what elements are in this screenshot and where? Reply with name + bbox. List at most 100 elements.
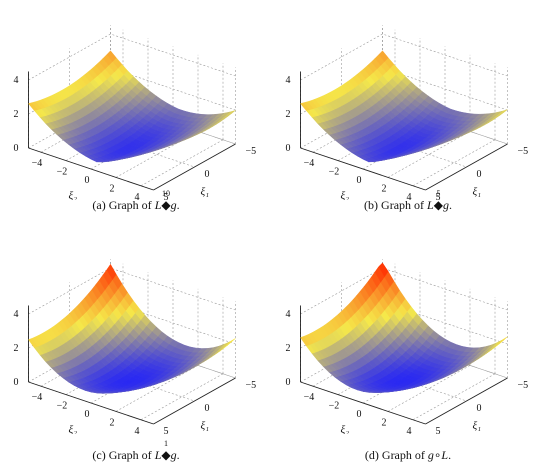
x-tick-label: 4 [135,192,140,200]
x-axis-label: ξ₂ [69,190,78,200]
surface [28,263,236,394]
caption-suffix: . [176,198,180,212]
caption-superscript: 5 [436,189,441,198]
caption-d: (d) Graph of g∘L. [272,448,544,463]
y-tick-label: −5 [518,380,529,391]
x-tick-label: 4 [407,192,412,200]
x-tick-label: −2 [57,401,68,412]
caption-prefix: (c) Graph of [92,448,155,462]
z-tick-label: 4 [286,75,291,86]
x-tick-label: 4 [407,426,412,434]
z-tick-label: 4 [14,309,19,320]
plot-area: 0 2 4 −4 −2 0 2 4 5 0 −5 ξ₂ ξ₁ [286,25,529,200]
x-tick-label: 4 [135,426,140,434]
surface [300,262,508,393]
caption-b: (b) Graph of L◆ 5 g. [272,189,544,213]
caption-suffix: . [448,448,452,462]
caption-right: g [442,198,449,212]
caption-superscript: 1 [163,439,168,448]
caption-prefix: (a) Graph of [92,198,155,212]
caption-prefix: (b) Graph of [364,198,428,212]
plot-area: 0 2 4 −4 −2 0 2 4 5 0 −5 ξ₂ ξ₁ [14,259,257,434]
caption-left: g [427,448,434,462]
x-tick-label: 2 [382,183,387,194]
x-tick-label: −2 [329,401,340,412]
caption-suffix: . [448,198,452,212]
x-tick-label: −4 [32,158,43,169]
caption-left: L [154,198,162,212]
z-tick-label: 4 [14,75,19,86]
caption-operator: ◆ 5 [433,189,443,212]
z-tick-label: 2 [14,109,19,120]
x-tick-label: −4 [304,392,315,403]
x-tick-label: 0 [357,409,362,420]
plot-area: 0 2 4 −4 −2 0 2 4 5 0 −5 ξ₂ ξ₁ [286,259,529,434]
x-tick-label: 0 [357,175,362,186]
plot-a: 0 2 4 −4 −2 0 2 4 5 0 −5 ξ₂ ξ₁ [14,25,257,200]
plot-d: 0 2 4 −4 −2 0 2 4 5 0 −5 ξ₂ ξ₁ [286,259,529,434]
z-tick-label: 2 [286,343,291,354]
x-tick-label: 0 [85,409,90,420]
plot-b: 0 2 4 −4 −2 0 2 4 5 0 −5 ξ₂ ξ₁ [286,25,529,200]
x-tick-label: −2 [329,167,340,178]
z-tick-label: 2 [14,343,19,354]
tick-labels: 0 2 4 −4 −2 0 2 4 5 0 −5 ξ₂ ξ₁ [14,75,257,200]
axis-lines [28,71,236,191]
z-tick-label: 2 [286,109,291,120]
y-tick-label: 5 [436,192,441,200]
caption-right: L [441,448,449,462]
x-axis-label: ξ₂ [341,190,350,200]
z-tick-label: 0 [14,143,19,154]
z-tick-label: 4 [286,309,291,320]
y-axis-label: ξ₁ [201,420,210,432]
panel-a: 0 2 4 −4 −2 0 2 4 5 0 −5 ξ₂ ξ₁ (a) Graph of L◆ 10 g. [0,0,272,234]
x-tick-label: 2 [110,417,115,428]
caption-left: L [427,198,434,212]
x-axis-label: ξ₂ [341,424,350,434]
y-axis-label: ξ₁ [473,186,482,198]
caption-operator: ∘ [433,448,442,462]
y-tick-label: 5 [164,192,169,200]
z-tick-label: 0 [14,377,19,388]
axis-lines [28,305,236,425]
panel-b: 0 2 4 −4 −2 0 2 4 5 0 −5 ξ₂ ξ₁ (b) Graph of L◆ 5 g. [272,0,544,234]
y-axis-label: ξ₁ [201,186,210,198]
x-tick-label: 2 [110,183,115,194]
x-tick-label: −4 [32,392,43,403]
axis-lines [300,71,508,191]
y-tick-label: −5 [246,146,257,157]
z-tick-label: 0 [286,377,291,388]
y-tick-label: 5 [164,426,169,434]
x-tick-label: 2 [382,417,387,428]
y-axis-label: ξ₁ [473,420,482,432]
caption-left: L [154,448,162,462]
caption-operator: ◆ 10 [161,189,171,212]
caption-prefix: (d) Graph of [364,448,428,462]
caption-right: g [170,198,177,212]
x-tick-label: −2 [57,167,68,178]
y-tick-label: 0 [205,403,210,414]
caption-right: g [170,448,177,462]
x-tick-label: 0 [85,175,90,186]
y-tick-label: −5 [246,380,257,391]
caption-a: (a) Graph of L◆ 10 g. [0,189,272,213]
surface [28,50,236,163]
caption-superscript: 10 [161,189,170,198]
plot-c: 0 2 4 −4 −2 0 2 4 5 0 −5 ξ₂ ξ₁ [14,259,257,434]
caption-suffix: . [176,448,180,462]
caption-c: (c) Graph of L◆ 1 g. [0,439,272,463]
surface [300,50,508,163]
y-tick-label: 0 [205,169,210,180]
caption-operator: ◆ 1 [161,439,171,462]
panel-d: 0 2 4 −4 −2 0 2 4 5 0 −5 ξ₂ ξ₁ (d) Graph of g∘L. [272,234,544,468]
y-tick-label: −5 [518,146,529,157]
z-tick-label: 0 [286,143,291,154]
panel-c: 0 2 4 −4 −2 0 2 4 5 0 −5 ξ₂ ξ₁ (c) Graph of L◆ 1 g. [0,234,272,468]
x-axis-label: ξ₂ [69,424,78,434]
tick-labels: 0 2 4 −4 −2 0 2 4 5 0 −5 ξ₂ ξ₁ [286,309,529,434]
x-tick-label: −4 [304,158,315,169]
y-tick-label: 0 [477,403,482,414]
plot-area: 0 2 4 −4 −2 0 2 4 5 0 −5 ξ₂ ξ₁ [14,25,257,200]
tick-labels: 0 2 4 −4 −2 0 2 4 5 0 −5 ξ₂ ξ₁ [286,75,529,200]
